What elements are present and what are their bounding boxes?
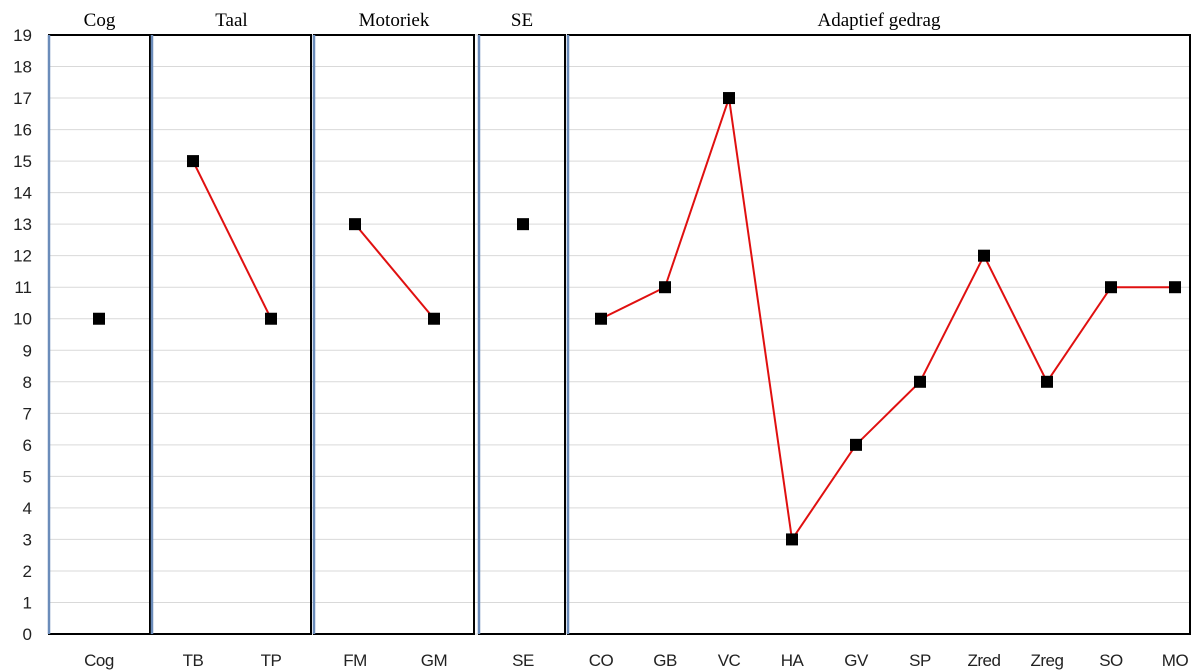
gridlines <box>48 34 1190 635</box>
data-point <box>265 312 277 325</box>
panel-frame <box>478 34 566 635</box>
y-tick-label: 6 <box>23 436 32 455</box>
y-tick-label: 13 <box>13 215 32 234</box>
panel-frame <box>313 34 475 635</box>
x-tick-label: SE <box>512 651 534 670</box>
series-line <box>600 97 1175 543</box>
x-tick-label: Zred <box>968 651 1001 670</box>
y-tick-label: 9 <box>23 341 32 360</box>
x-tick-label: FM <box>343 651 367 670</box>
y-tick-label: 5 <box>23 467 32 486</box>
y-tick-label: 8 <box>23 373 32 392</box>
series-line <box>354 223 435 320</box>
y-tick-label: 15 <box>13 152 32 171</box>
data-point <box>93 312 105 325</box>
y-tick-label: 7 <box>23 404 32 423</box>
data-point <box>1041 375 1053 388</box>
x-tick-label: VC <box>718 651 741 670</box>
x-tick-label: Zreg <box>1031 651 1064 670</box>
data-point <box>914 375 926 388</box>
x-tick-label: TP <box>261 651 282 670</box>
x-tick-label: Cog <box>84 651 114 670</box>
data-point <box>595 312 607 325</box>
x-axis-ticks: Cog TB TP FM GM SE CO GB VC HA GV SP Zred Zreg SO MO <box>84 651 1189 670</box>
data-point <box>723 92 735 105</box>
y-tick-label: 16 <box>13 121 32 140</box>
panel-title: Taal <box>215 10 247 31</box>
data-point <box>1105 281 1117 294</box>
x-tick-label: MO <box>1162 651 1189 670</box>
data-point <box>786 533 798 546</box>
data-point <box>978 249 990 262</box>
x-tick-label: TB <box>183 651 204 670</box>
panel-title: Cog <box>84 10 116 31</box>
data-point <box>349 218 361 231</box>
y-tick-label: 14 <box>13 184 32 203</box>
data-point <box>428 312 440 325</box>
x-tick-label: GV <box>844 651 869 670</box>
panel-frame <box>48 34 151 635</box>
y-tick-label: 10 <box>13 310 32 329</box>
panel-title: Motoriek <box>359 10 430 31</box>
x-tick-label: GM <box>421 651 447 670</box>
y-tick-label: 18 <box>13 58 32 77</box>
y-tick-label: 4 <box>23 499 32 518</box>
y-tick-label: 17 <box>13 89 32 108</box>
y-tick-label: 11 <box>14 278 32 297</box>
panel-frames <box>47 34 1191 635</box>
y-tick-label: 0 <box>23 625 32 644</box>
x-tick-label: GB <box>653 651 677 670</box>
series <box>93 92 1181 546</box>
x-tick-label: HA <box>781 651 805 670</box>
y-tick-label: 12 <box>13 247 32 266</box>
y-tick-label: 1 <box>23 593 32 612</box>
panel-title: SE <box>511 10 533 31</box>
x-tick-label: CO <box>589 651 614 670</box>
data-point <box>1169 281 1181 294</box>
y-tick-label: 3 <box>23 530 32 549</box>
panel-titles: Cog Taal Motoriek SE Adaptief gedrag <box>84 10 941 31</box>
data-point <box>517 218 529 231</box>
panel-frame <box>567 34 1191 635</box>
y-tick-label: 2 <box>23 562 32 581</box>
y-tick-label: 19 <box>13 26 32 45</box>
x-tick-label: SO <box>1099 651 1123 670</box>
panel-title: Adaptief gedrag <box>818 10 941 31</box>
panel-frame <box>151 34 312 635</box>
x-tick-label: SP <box>909 651 931 670</box>
data-point <box>850 438 862 451</box>
data-point <box>187 155 199 168</box>
series-line <box>192 160 272 320</box>
data-point <box>659 281 671 294</box>
